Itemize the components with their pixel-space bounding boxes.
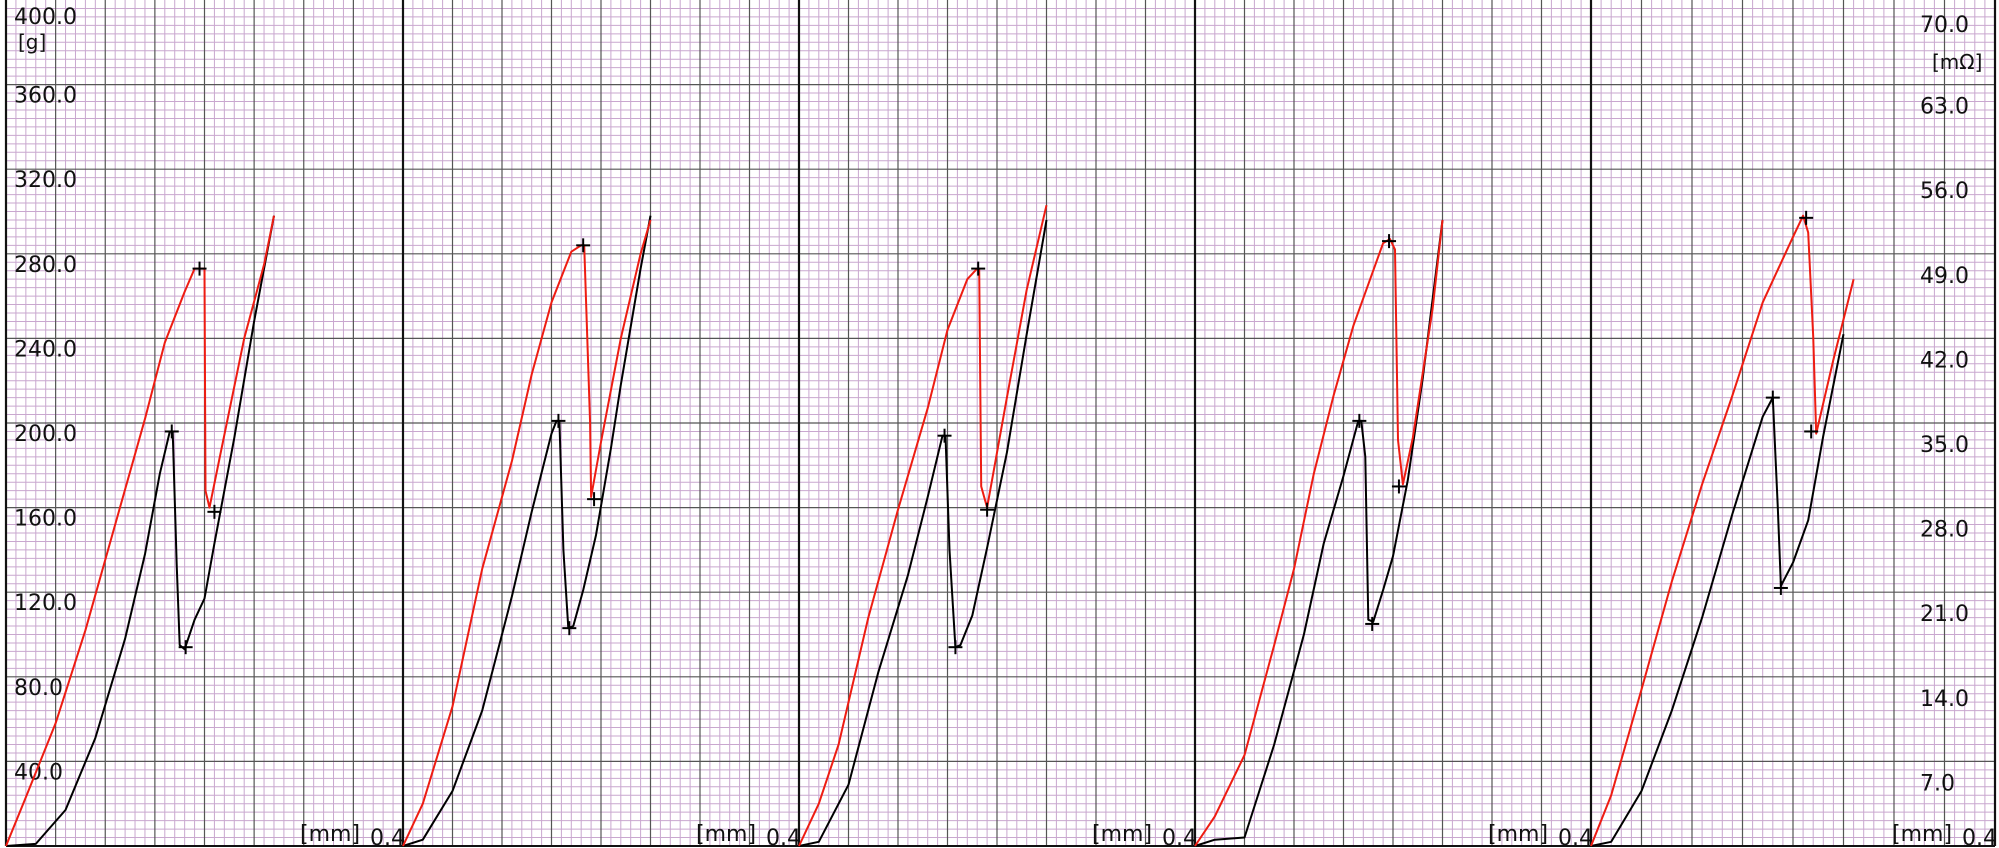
right-tick-label: 14.0 — [1920, 687, 1969, 712]
peak-marker — [980, 502, 995, 517]
peak-marker — [971, 261, 986, 276]
right-tick-label: 42.0 — [1920, 348, 1969, 373]
right-tick-label: 21.0 — [1920, 602, 1969, 627]
x-axis-unit: [mm] — [300, 822, 360, 847]
left-tick-label: 160.0 — [14, 507, 77, 532]
peak-marker — [562, 621, 577, 636]
series-line-red — [1194, 219, 1444, 847]
peak-marker — [937, 428, 952, 443]
peak-marker — [1365, 616, 1380, 631]
x-axis-labels: [mm] 0.4 [mm] 0.4 [mm] 0.4 [mm] 0.4 [mm] 0.4 — [300, 822, 1997, 848]
peak-marker — [1804, 424, 1819, 439]
x-axis-unit: [mm] — [1092, 822, 1152, 847]
x-axis-unit: [mm] — [696, 822, 756, 847]
series-line-black — [798, 219, 1048, 847]
right-tick-label: 70.0 — [1920, 13, 1969, 38]
left-axis-unit: [g] — [18, 30, 46, 54]
right-axis-unit: [mΩ] — [1932, 50, 1982, 74]
peak-marker — [1382, 234, 1397, 249]
peak-marker — [1391, 479, 1406, 494]
series-line-black — [1590, 334, 1845, 847]
chart-grid — [4, 0, 1997, 847]
x-axis-max-label: 0.4 — [370, 826, 405, 848]
right-tick-label: 28.0 — [1920, 518, 1969, 543]
left-tick-label: 280.0 — [14, 253, 77, 278]
series-line-red — [5, 215, 275, 847]
left-tick-label: 80.0 — [14, 676, 63, 701]
peak-marker — [1773, 580, 1788, 595]
chart-series — [5, 204, 1855, 847]
x-axis-max-label: 0.4 — [1162, 826, 1197, 848]
left-tick-label: 360.0 — [14, 84, 77, 109]
left-tick-label: 320.0 — [14, 168, 77, 193]
left-tick-label: 240.0 — [14, 337, 77, 362]
left-tick-label: 120.0 — [14, 591, 77, 616]
x-axis-unit: [mm] — [1488, 822, 1548, 847]
peak-marker — [551, 413, 566, 428]
peak-marker — [164, 424, 179, 439]
series-line-red — [798, 204, 1048, 847]
right-tick-label: 35.0 — [1920, 433, 1969, 458]
peak-marker — [1799, 210, 1814, 225]
peak-marker — [192, 261, 207, 276]
right-axis-ticks: 70.0 63.0 56.0 49.0 42.0 35.0 28.0 21.0 14.0 7.0 — [1920, 13, 1969, 796]
right-tick-label: 7.0 — [1920, 771, 1955, 796]
left-tick-label: 200.0 — [14, 422, 77, 447]
series-line-red — [1590, 214, 1855, 847]
peak-marker — [1765, 390, 1780, 405]
peak-marker — [1352, 413, 1367, 428]
right-tick-label: 49.0 — [1920, 264, 1969, 289]
peak-marker — [948, 640, 963, 655]
peak-marker — [587, 492, 602, 507]
right-tick-label: 63.0 — [1920, 95, 1969, 120]
left-axis-ticks: 400.0 360.0 320.0 280.0 240.0 200.0 160.0 120.0… — [14, 5, 77, 785]
right-tick-label: 56.0 — [1920, 179, 1969, 204]
series-line-black — [402, 215, 652, 847]
x-axis-unit: [mm] — [1892, 822, 1952, 847]
series-line-red — [402, 219, 652, 847]
peak-marker — [207, 504, 222, 519]
series-line-black — [5, 215, 275, 847]
peak-marker — [178, 640, 193, 655]
x-axis-max-label: 0.4 — [766, 826, 801, 848]
left-tick-label: 400.0 — [14, 5, 77, 30]
x-axis-max-label: 0.4 — [1962, 826, 1997, 848]
peak-marker — [576, 238, 591, 253]
x-axis-max-label: 0.4 — [1558, 826, 1593, 848]
